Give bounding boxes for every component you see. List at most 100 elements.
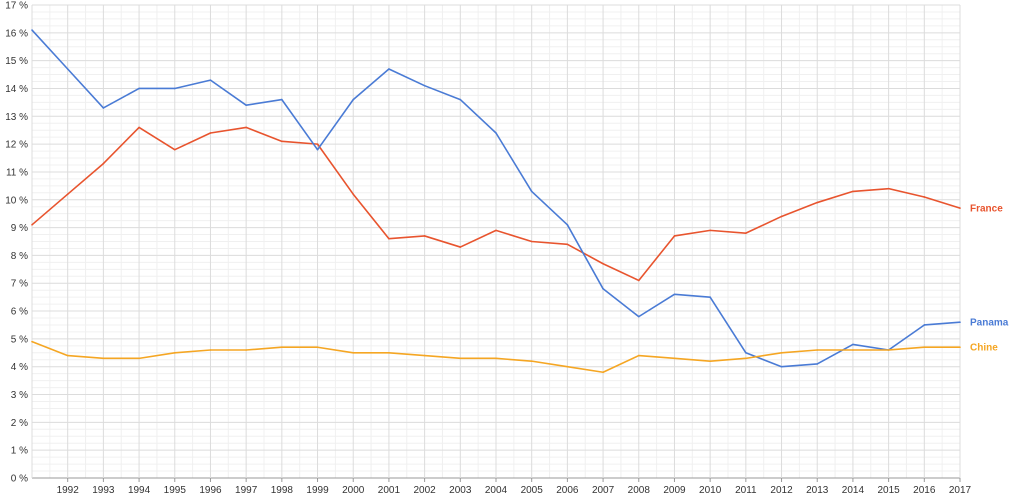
- data-point-chine: [673, 357, 676, 360]
- data-point-chine: [566, 365, 569, 368]
- data-point-panama: [745, 351, 747, 354]
- data-point-france: [31, 224, 33, 226]
- data-point-panama: [459, 98, 462, 101]
- x-tick-label: 1997: [235, 485, 258, 496]
- data-point-panama: [602, 288, 604, 290]
- x-tick-label: 2000: [342, 485, 365, 496]
- data-point-panama: [959, 321, 961, 323]
- data-point-panama: [816, 363, 819, 365]
- data-point-panama: [530, 190, 533, 193]
- y-tick-label: 8 %: [11, 251, 28, 262]
- data-point-chine: [852, 349, 854, 351]
- x-tick-label: 2011: [735, 485, 757, 496]
- x-tick-label: 2013: [806, 485, 829, 496]
- series-lines: [31, 29, 961, 374]
- x-tick-label: 2001: [378, 485, 401, 496]
- data-point-panama: [352, 98, 355, 101]
- x-tick-label: 1993: [92, 485, 115, 496]
- y-tick-label: 14 %: [5, 84, 28, 95]
- data-point-panama: [173, 87, 176, 90]
- data-point-panama: [281, 98, 283, 101]
- data-point-chine: [173, 351, 176, 354]
- x-tick-label: 2014: [842, 485, 865, 496]
- data-point-france: [423, 235, 426, 237]
- x-tick-label: 2016: [913, 485, 936, 496]
- data-point-france: [566, 243, 569, 246]
- data-point-panama: [852, 343, 854, 346]
- x-tick-label: 2002: [413, 485, 436, 496]
- data-point-chine: [245, 349, 247, 351]
- x-tick-label: 2007: [592, 485, 615, 496]
- y-tick-label: 1 %: [11, 446, 28, 457]
- data-point-france: [709, 229, 711, 232]
- x-tick-label: 1992: [57, 485, 80, 496]
- y-tick-label: 11 %: [6, 167, 28, 178]
- data-point-chine: [637, 354, 640, 357]
- y-axis: 0 % 1 % 2 % 3 % 4 % 5 % 6 % 7 % 8 % 9 % 10 % 11 % 12…: [5, 1, 28, 485]
- data-point-chine: [102, 357, 105, 360]
- data-point-france: [780, 215, 783, 218]
- data-point-chine: [495, 357, 497, 360]
- data-point-chine: [209, 349, 212, 351]
- x-tick-label: 1999: [306, 485, 329, 496]
- data-point-chine: [530, 360, 533, 362]
- y-tick-label: 15 %: [5, 56, 28, 67]
- y-tick-label: 5 %: [11, 334, 28, 345]
- x-tick-label: 1998: [271, 485, 294, 496]
- data-point-panama: [923, 324, 926, 326]
- data-point-chine: [959, 346, 961, 349]
- y-tick-label: 3 %: [11, 390, 28, 401]
- data-point-france: [637, 279, 640, 282]
- y-tick-label: 16 %: [5, 28, 28, 39]
- x-tick-label: 2010: [699, 485, 722, 496]
- data-point-france: [495, 229, 497, 232]
- data-point-chine: [780, 351, 783, 354]
- y-tick-label: 10 %: [5, 195, 28, 206]
- data-point-panama: [495, 132, 497, 134]
- data-point-france: [281, 140, 283, 143]
- data-point-france: [887, 187, 890, 190]
- data-point-france: [959, 207, 961, 209]
- data-point-chine: [281, 346, 283, 349]
- x-tick-label: 2009: [663, 485, 686, 496]
- data-point-france: [102, 162, 105, 165]
- data-point-france: [530, 240, 533, 243]
- data-point-chine: [459, 357, 462, 360]
- data-point-chine: [316, 346, 319, 349]
- y-tick-label: 9 %: [11, 223, 28, 234]
- data-point-france: [388, 237, 390, 240]
- x-tick-label: 2003: [449, 485, 472, 496]
- data-point-panama: [316, 148, 319, 151]
- x-tick-label: 2017: [949, 485, 972, 496]
- data-point-panama: [673, 293, 676, 296]
- x-tick-label: 2012: [770, 485, 793, 496]
- series-labels: France Panama Chine: [970, 204, 1009, 354]
- x-tick-label: 1994: [128, 485, 151, 496]
- data-point-chine: [66, 354, 69, 357]
- data-point-panama: [780, 365, 783, 368]
- data-point-panama: [566, 224, 569, 226]
- data-point-chine: [816, 349, 819, 351]
- data-point-chine: [887, 349, 890, 351]
- series-label-france: France: [970, 204, 1003, 215]
- x-tick-label: 2008: [628, 485, 651, 496]
- data-point-panama: [245, 104, 247, 106]
- x-axis: 1992 1993 1994 1995 1996 1997 1998 1999 2000 2001…: [57, 478, 972, 496]
- data-point-france: [745, 232, 747, 234]
- data-point-chine: [388, 351, 390, 354]
- data-point-france: [923, 196, 926, 198]
- major-grid: [31, 4, 961, 479]
- y-tick-label: 4 %: [11, 362, 28, 373]
- series-label-chine: Chine: [970, 343, 998, 354]
- x-tick-label: 1996: [199, 485, 222, 496]
- data-point-panama: [138, 87, 140, 90]
- data-point-france: [852, 190, 854, 193]
- y-tick-label: 2 %: [11, 418, 28, 429]
- y-tick-label: 0 %: [11, 474, 28, 485]
- data-point-france: [209, 132, 212, 134]
- y-tick-label: 7 %: [11, 279, 28, 290]
- data-point-france: [459, 246, 462, 248]
- data-point-france: [816, 201, 819, 204]
- x-tick-label: 2004: [485, 485, 508, 496]
